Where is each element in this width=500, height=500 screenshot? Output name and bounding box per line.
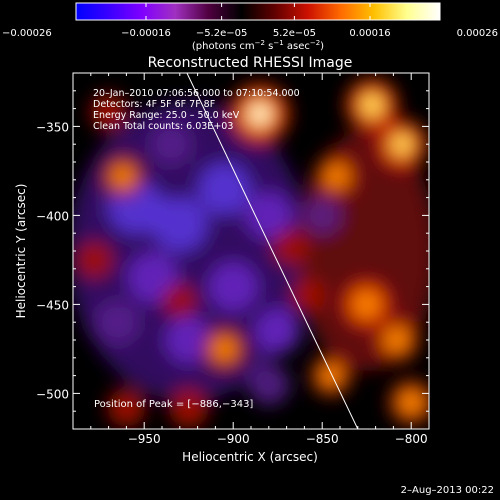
- x-tick-label: −950: [128, 432, 161, 446]
- hot-spot: [290, 278, 326, 313]
- chart-title: Reconstructed RHESSI Image: [148, 55, 353, 71]
- colorbar-tick-label: −0.00016: [121, 28, 171, 39]
- y-tick-label: −400: [36, 209, 69, 223]
- observation-info: 20–Jan–2010 07:06:56.000 to 07:10:54.000…: [93, 88, 300, 132]
- hot-spot: [162, 283, 198, 319]
- generation-date: 2–Aug–2013 00:22: [401, 485, 494, 496]
- x-tick-label: −850: [306, 432, 339, 446]
- cold-spot: [244, 191, 293, 240]
- y-tick-label: −450: [36, 298, 69, 312]
- observation-info-line: Energy Range: 25.0 – 50.0 keV: [93, 110, 240, 121]
- colorbar-tick-label: 0.00016: [349, 28, 390, 39]
- hot-spot-core: [211, 336, 237, 362]
- hot-spot-core: [319, 363, 344, 388]
- colorbar-unit-label: (photons cm−2 s−1 asec−2): [192, 39, 324, 52]
- colorbar-tick-label: −0.00026: [2, 28, 52, 39]
- hot-spot-core: [352, 290, 381, 319]
- colorbar-tick-label: −5.2e−05: [196, 28, 248, 39]
- cold-spot: [151, 196, 208, 253]
- observation-info-line: Clean Total counts: 6.03E+03: [93, 121, 233, 132]
- hot-spot: [168, 387, 209, 428]
- hot-spot: [107, 388, 146, 427]
- observation-info-line: 20–Jan–2010 07:06:56.000 to 07:10:54.000: [93, 88, 300, 99]
- hot-spot: [90, 93, 127, 131]
- cold-spot: [254, 308, 301, 355]
- y-axis-label: Heliocentric Y (arcsec): [14, 184, 28, 319]
- colorbar: [75, 2, 441, 21]
- solar-limb-line: [186, 73, 359, 429]
- cold-spot: [208, 261, 259, 312]
- cold-spot: [303, 196, 342, 235]
- axis-ticks: −950 −900 −850 −800 −500 −450 −400 −350: [36, 72, 430, 446]
- hot-spot-core: [323, 163, 350, 189]
- hot-spot: [75, 240, 114, 280]
- x-axis-label: Heliocentric X (arcsec): [182, 450, 318, 464]
- hot-spot-peak: [361, 94, 383, 116]
- cold-spot: [95, 299, 140, 345]
- cold-spot: [197, 162, 251, 216]
- colorbar-tick-label: 5.2e−05: [273, 28, 316, 39]
- observation-info-line: Detectors: 4F 5F 6F 7F 8F: [93, 99, 215, 110]
- y-tick-label: −350: [36, 120, 69, 134]
- hot-spot-core: [398, 389, 425, 416]
- peak-position-label: Position of Peak = [−886,−343]: [94, 399, 253, 410]
- cold-spot: [247, 363, 290, 406]
- cold-spot: [164, 316, 213, 364]
- x-tick-label: −800: [395, 432, 428, 446]
- x-tick-label: −900: [217, 432, 250, 446]
- hot-spot-peak: [392, 134, 412, 154]
- y-tick-label: −500: [36, 387, 69, 401]
- hot-spot-core: [383, 326, 411, 354]
- heatmap-image: [73, 73, 429, 429]
- hot-spot-core: [110, 164, 135, 189]
- colorbar-tick-label: 0.00026: [457, 28, 498, 39]
- peak-spot: [252, 106, 267, 121]
- colorbar-ticks: −0.00026 −0.00016 −5.2e−05 5.2e−05 0.00016 0.…: [2, 3, 498, 39]
- cold-spot: [149, 123, 192, 166]
- hot-spot: [271, 229, 309, 266]
